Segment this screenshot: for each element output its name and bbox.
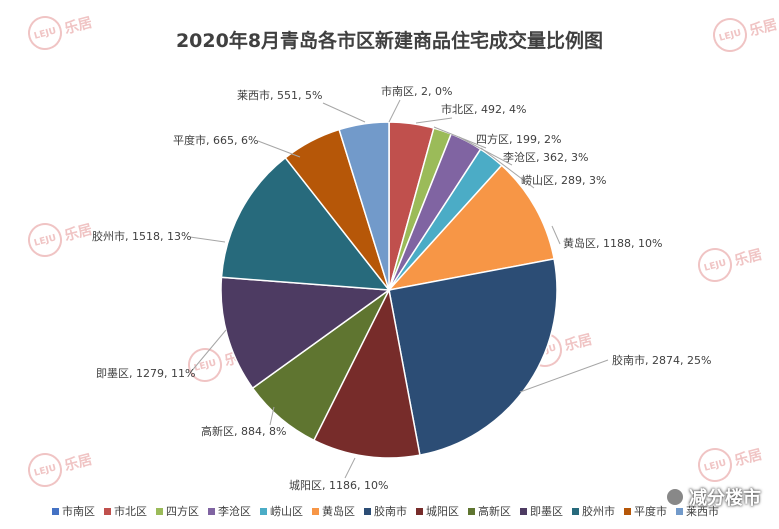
leader-line: [551, 225, 561, 245]
legend-label: 胶州市: [582, 505, 615, 518]
data-label: 胶州市, 1518, 13%: [92, 229, 191, 243]
legend-item: 市南区: [52, 503, 95, 519]
legend-swatch: [364, 507, 371, 515]
legend-label: 胶南市: [374, 505, 407, 518]
legend-swatch: [260, 507, 267, 515]
legend-label: 平度市: [634, 505, 667, 518]
legend-swatch: [572, 507, 579, 515]
legend-label: 市南区: [62, 505, 95, 518]
pie-slice: [388, 258, 558, 457]
data-label: 平度市, 665, 6%: [173, 133, 258, 147]
legend-item: 平度市: [624, 503, 667, 519]
data-label: 城阳区, 1186, 10%: [289, 479, 388, 492]
pie-slice: [220, 156, 391, 291]
data-label: 市北区, 492, 4%: [441, 102, 526, 116]
legend-label: 四方区: [166, 505, 199, 518]
leju-watermark: LEJU 乐居: [713, 16, 779, 52]
legend-label: 黄岛区: [322, 505, 355, 518]
svg-text:乐居: 乐居: [748, 16, 779, 40]
legend-label: 崂山区: [270, 505, 303, 518]
svg-text:LEJU: LEJU: [33, 233, 57, 248]
legend-item: 城阳区: [416, 503, 459, 519]
svg-text:LEJU: LEJU: [703, 458, 727, 473]
data-label: 李沧区, 362, 3%: [503, 150, 588, 164]
leju-watermark: LEJU 乐居: [28, 451, 94, 487]
legend-swatch: [468, 507, 475, 515]
legend-swatch: [416, 507, 423, 515]
data-label: 市南区, 2, 0%: [381, 84, 452, 98]
leader-line: [189, 329, 227, 374]
legend: 市南区 市北区 四方区 李沧区 崂山区 黄岛区 胶南市 城阳区 高新区 即墨区 胶州市 平度市 莱西市: [52, 503, 719, 519]
pie-slice: [386, 164, 555, 292]
wechat-icon: [667, 489, 683, 505]
data-label: 崂山区, 289, 3%: [521, 174, 606, 187]
legend-label: 李沧区: [218, 505, 251, 518]
svg-text:LEJU: LEJU: [33, 26, 57, 41]
data-labels: 市南区, 2, 0% 市北区, 492, 4% 四方区, 199, 2% 李沧区, 3…: [92, 84, 711, 492]
leju-watermark: LEJU 乐居: [698, 246, 764, 282]
svg-text:LEJU: LEJU: [33, 463, 57, 478]
data-label: 胶南市, 2874, 25%: [612, 353, 711, 367]
legend-swatch: [312, 507, 319, 515]
data-label: 黄岛区, 1188, 10%: [563, 236, 662, 250]
leader-line: [480, 147, 535, 189]
data-label: 即墨区, 1279, 11%: [96, 367, 195, 380]
data-label: 高新区, 884, 8%: [201, 424, 286, 438]
leader-line: [189, 236, 226, 243]
legend-item: 李沧区: [208, 503, 251, 519]
legend-item: 高新区: [468, 503, 511, 519]
legend-item: 市北区: [104, 503, 147, 519]
leju-watermark: LEJU 乐居: [28, 14, 94, 50]
leader-line: [269, 406, 275, 426]
legend-swatch: [520, 507, 527, 515]
footer-watermark-text: 减分楼市: [689, 488, 761, 509]
pie-slice: [220, 276, 392, 390]
pie-slice: [312, 287, 421, 459]
legend-item: 胶南市: [364, 503, 407, 519]
legend-swatch: [676, 507, 683, 515]
leader-lines: [189, 99, 609, 479]
data-label: 四方区, 199, 2%: [476, 132, 561, 146]
legend-swatch: [624, 507, 631, 515]
legend-swatch: [104, 507, 111, 515]
svg-text:LEJU: LEJU: [193, 358, 217, 373]
leju-watermark: LEJU 乐居: [28, 221, 94, 257]
legend-item: 四方区: [156, 503, 199, 519]
legend-item: 即墨区: [520, 503, 563, 519]
leader-line: [322, 102, 366, 123]
legend-item: 胶州市: [572, 503, 615, 519]
legend-label: 市北区: [114, 505, 147, 518]
leader-line: [257, 140, 301, 158]
pie-slices: [220, 121, 558, 459]
legend-item: 黄岛区: [312, 503, 355, 519]
legend-label: 莱西市: [686, 505, 719, 518]
legend-item: 崂山区: [260, 503, 303, 519]
legend-label: 城阳区: [426, 505, 459, 518]
svg-text:LEJU: LEJU: [718, 28, 742, 43]
footer-watermark: 减分楼市: [667, 484, 761, 510]
legend-swatch: [208, 507, 215, 515]
legend-swatch: [52, 507, 59, 515]
pie-slice: [338, 121, 390, 291]
svg-text:乐居: 乐居: [63, 451, 94, 475]
svg-text:乐居: 乐居: [63, 221, 94, 245]
svg-text:乐居: 乐居: [733, 446, 764, 470]
svg-text:乐居: 乐居: [733, 246, 764, 270]
data-label: 莱西市, 551, 5%: [237, 88, 322, 102]
leader-line: [519, 359, 609, 393]
legend-swatch: [156, 507, 163, 515]
svg-text:LEJU: LEJU: [703, 258, 727, 273]
leader-line: [388, 99, 401, 123]
chart-title: 2020年8月青岛各市区新建商品住宅成交量比例图: [175, 30, 604, 52]
legend-item: 莱西市: [676, 503, 719, 519]
svg-text:乐居: 乐居: [563, 331, 594, 355]
legend-label: 高新区: [478, 505, 511, 518]
leader-line: [415, 117, 453, 124]
legend-label: 即墨区: [530, 505, 563, 518]
leju-watermark: LEJU 乐居: [698, 446, 764, 482]
leader-line: [344, 457, 356, 479]
svg-text:乐居: 乐居: [63, 14, 94, 38]
